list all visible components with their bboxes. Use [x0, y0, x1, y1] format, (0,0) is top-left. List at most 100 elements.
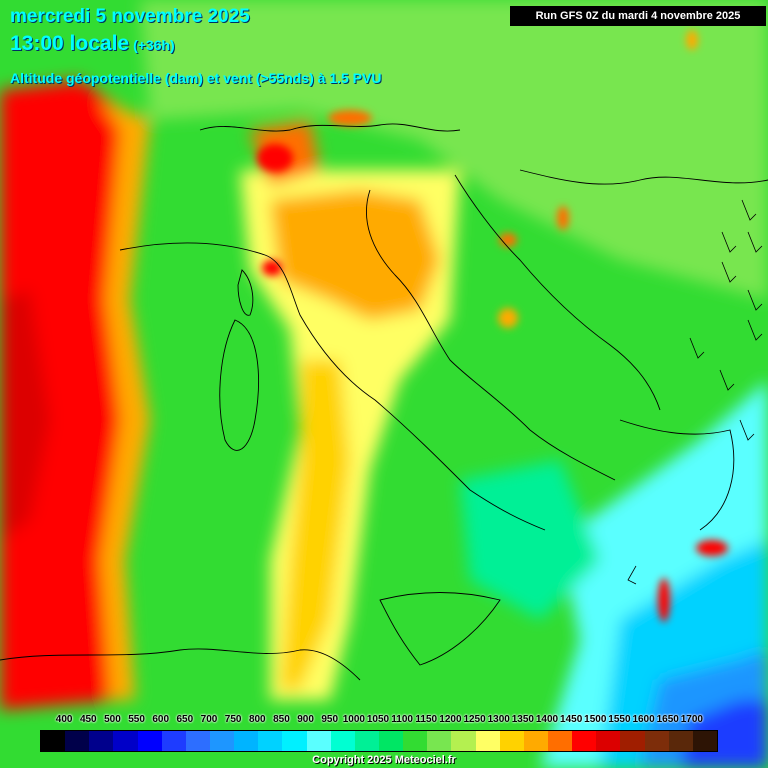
spot-red-tuscany [262, 260, 282, 276]
legend-swatch [330, 731, 355, 751]
legend-label: 1050 [366, 714, 390, 725]
spot-orange-corner [686, 30, 698, 50]
forecast-time: 13:00 locale (+36h) [10, 32, 175, 56]
legend-label: 1200 [439, 714, 462, 725]
legend-swatch [306, 731, 331, 751]
legend-labels: 400 450 500 550 600 650 700 750 800 850 900 950 1000… [42, 714, 742, 728]
legend-label: 400 [55, 714, 73, 725]
field-light-green-north [140, 0, 768, 300]
legend-swatch [547, 731, 573, 751]
legend-swatch [668, 731, 693, 751]
spot-orange-north [328, 110, 372, 126]
legend-swatch [185, 731, 210, 751]
legend-label: 500 [104, 714, 121, 725]
legend-swatch [475, 731, 500, 751]
legend-label: 1350 [511, 714, 534, 725]
legend-label: 950 [321, 714, 339, 725]
color-legend: 400 450 500 550 600 650 700 750 800 850 900 950 1000… [0, 710, 768, 768]
legend-label: 650 [176, 714, 194, 725]
wind-barb [741, 199, 757, 221]
coastline-corsica [237, 269, 254, 316]
legend-swatch [596, 731, 621, 751]
legend-label: 450 [79, 714, 97, 725]
legend-label: 750 [224, 714, 242, 725]
legend-swatch [620, 731, 645, 751]
border-balkans [519, 169, 768, 185]
legend-swatch [644, 731, 669, 751]
legend-swatch [403, 731, 428, 751]
coastline-adriatic-west [366, 189, 616, 481]
legend-label: 1700 [680, 714, 703, 725]
forecast-time-label: 13:00 locale [10, 32, 130, 55]
spot-red-ionian [658, 578, 670, 622]
legend-label: 1450 [560, 714, 583, 725]
coastline-sicily [379, 592, 501, 666]
legend-label: 600 [152, 714, 170, 725]
spot-orange-adriatic [498, 308, 518, 328]
legend-swatch [451, 731, 476, 751]
run-info: Run GFS 0Z du mardi 4 novembre 2025 [510, 6, 766, 26]
coastline-ligurian [119, 242, 546, 531]
legend-swatch [692, 731, 717, 751]
legend-swatch [209, 731, 235, 751]
legend-bar [40, 730, 718, 752]
wind-barb [719, 369, 735, 391]
legend-swatch [282, 731, 307, 751]
legend-label: 1300 [487, 714, 510, 725]
parameter-title: Altitude géopotentielle (dam) et vent (>… [10, 70, 382, 86]
legend-swatch [161, 731, 186, 751]
wind-barb [739, 419, 755, 441]
legend-label: 700 [200, 714, 218, 725]
legend-label: 550 [128, 714, 145, 725]
legend-label: 900 [297, 714, 314, 725]
legend-label: 1150 [415, 714, 438, 725]
legend-swatch [65, 731, 90, 751]
legend-swatch [523, 731, 548, 751]
field-orange-corridor [280, 360, 350, 690]
legend-swatch [137, 731, 162, 751]
wind-barb [689, 337, 705, 359]
legend-swatch [89, 731, 114, 751]
field-orange-west-edge [100, 100, 150, 700]
legend-label: 1100 [391, 714, 413, 725]
coastline-north-africa [0, 648, 361, 681]
forecast-offset: (+36h) [133, 37, 175, 53]
field-darkred-west [0, 290, 50, 540]
border-alps [199, 123, 461, 132]
field-orange-north-italy [270, 190, 440, 320]
forecast-date: mercredi 5 novembre 2025 [10, 6, 250, 27]
legend-label: 1650 [656, 714, 679, 725]
legend-swatch [378, 731, 404, 751]
legend-label: 1550 [608, 714, 631, 725]
legend-swatch [572, 731, 597, 751]
copyright: Copyright 2025 Meteociel.fr [312, 754, 456, 766]
spot-red-alps [257, 144, 293, 172]
legend-label: 800 [248, 714, 266, 725]
legend-label: 1500 [584, 714, 607, 725]
wind-barb [747, 231, 763, 253]
legend-swatch [354, 731, 379, 751]
coastline-sardinia [219, 319, 259, 451]
field-teal-ionian [460, 460, 600, 620]
legend-swatch [499, 731, 524, 751]
legend-swatch [258, 731, 283, 751]
border-greece [619, 419, 735, 531]
legend-label: 1250 [463, 714, 486, 725]
spot-red-croatia [499, 233, 517, 247]
wind-barb [721, 261, 737, 283]
wind-barb [721, 231, 737, 253]
wind-barb [627, 565, 637, 585]
legend-swatch [234, 731, 259, 751]
legend-label: 1400 [535, 714, 559, 725]
legend-label: 1600 [632, 714, 655, 725]
spot-red-bosnia [557, 206, 569, 230]
spot-red-greece [696, 540, 728, 556]
wind-barb [747, 289, 763, 311]
legend-label: 850 [273, 714, 290, 725]
legend-swatch [427, 731, 452, 751]
legend-swatch [41, 731, 66, 751]
wind-barb [747, 319, 763, 341]
legend-label: 1000 [342, 714, 365, 725]
legend-swatch [113, 731, 138, 751]
